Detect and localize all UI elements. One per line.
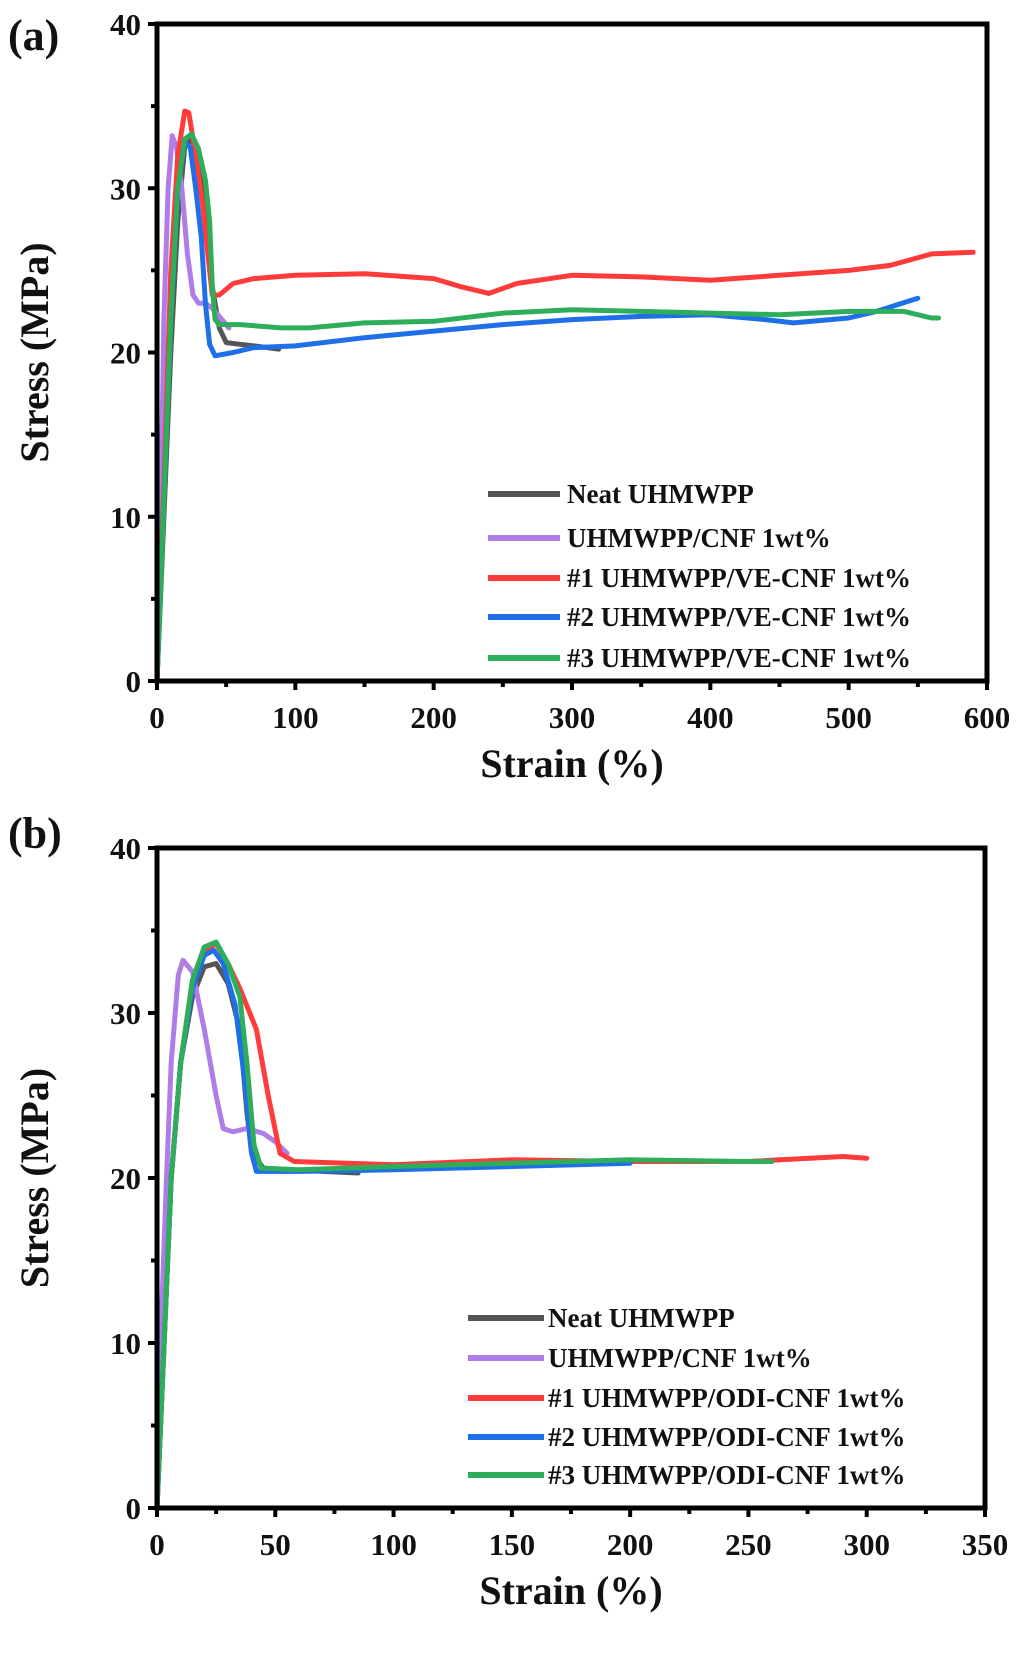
series-line bbox=[154, 957, 290, 1511]
y-tick-label: 10 bbox=[110, 1326, 141, 1361]
x-axis-title: Strain (%) bbox=[479, 1568, 662, 1613]
x-tick-label: 500 bbox=[825, 700, 872, 735]
panel-label: (a) bbox=[8, 11, 59, 60]
y-tick-label: 10 bbox=[110, 500, 141, 535]
legend: Neat UHMWPP UHMWPP/CNF 1wt% #1 UHMWPP/VE-C… bbox=[488, 479, 911, 673]
y-tick-label: 0 bbox=[126, 664, 142, 699]
panel-b: (b) 0 10 20 30 40 0 50 100 150 200 250 300 350 Strain … bbox=[8, 809, 1008, 1613]
y-tick-label: 40 bbox=[110, 831, 141, 866]
series-line bbox=[154, 108, 976, 684]
series-line bbox=[154, 131, 942, 684]
x-axis-title: Strain (%) bbox=[480, 741, 663, 786]
x-tick-label: 100 bbox=[370, 1527, 417, 1562]
panel-label: (b) bbox=[8, 809, 62, 858]
y-tick-label: 30 bbox=[110, 171, 141, 206]
legend-label: #3 UHMWPP/ODI-CNF 1wt% bbox=[548, 1460, 905, 1490]
series-line bbox=[154, 139, 921, 684]
x-tick-label: 350 bbox=[962, 1527, 1009, 1562]
series-line bbox=[154, 133, 232, 684]
y-tick-label: 30 bbox=[110, 996, 141, 1031]
y-tick-label: 0 bbox=[126, 1491, 142, 1526]
x-tick-label: 300 bbox=[549, 700, 596, 735]
x-tick-label: 100 bbox=[272, 700, 319, 735]
legend-label: #2 UHMWPP/ODI-CNF 1wt% bbox=[548, 1422, 905, 1452]
x-tick-label: 0 bbox=[149, 1527, 165, 1562]
legend-label: #2 UHMWPP/VE-CNF 1wt% bbox=[567, 602, 911, 632]
y-axis-title: Stress (MPa) bbox=[12, 1068, 57, 1288]
y-tick-label: 20 bbox=[110, 1161, 141, 1196]
legend-label: #1 UHMWPP/VE-CNF 1wt% bbox=[567, 563, 911, 593]
legend: Neat UHMWPP UHMWPP/CNF 1wt% #1 UHMWPP/ODI-… bbox=[468, 1303, 905, 1490]
legend-label: #3 UHMWPP/VE-CNF 1wt% bbox=[567, 643, 911, 673]
y-tick-label: 40 bbox=[110, 7, 141, 42]
x-tick-label: 250 bbox=[725, 1527, 772, 1562]
x-tick-label: 200 bbox=[410, 700, 457, 735]
x-tick-label: 400 bbox=[687, 700, 734, 735]
y-tick-label: 20 bbox=[110, 336, 141, 371]
legend-label: #1 UHMWPP/ODI-CNF 1wt% bbox=[548, 1383, 905, 1413]
x-tick-label: 0 bbox=[149, 700, 165, 735]
legend-label: Neat UHMWPP bbox=[567, 479, 754, 509]
x-tick-label: 50 bbox=[260, 1527, 291, 1562]
legend-label: UHMWPP/CNF 1wt% bbox=[567, 523, 831, 553]
legend-label: UHMWPP/CNF 1wt% bbox=[548, 1343, 812, 1373]
series-line bbox=[154, 939, 775, 1511]
x-tick-label: 600 bbox=[964, 700, 1011, 735]
x-tick-label: 200 bbox=[607, 1527, 654, 1562]
x-tick-label: 300 bbox=[843, 1527, 890, 1562]
y-axis-title: Stress (MPa) bbox=[12, 242, 57, 462]
legend-label: Neat UHMWPP bbox=[548, 1303, 735, 1333]
x-tick-label: 150 bbox=[489, 1527, 536, 1562]
